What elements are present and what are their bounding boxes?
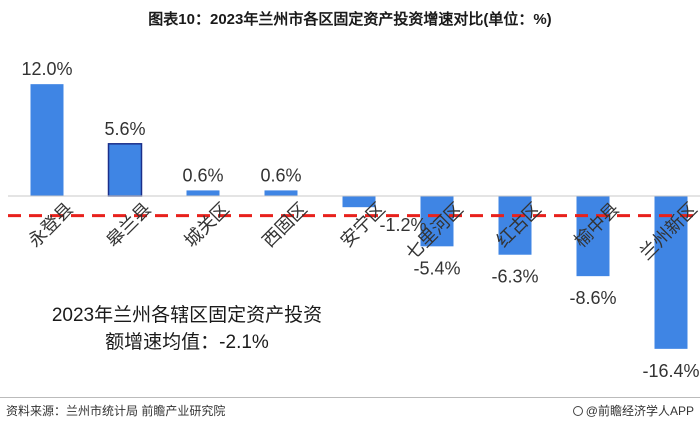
bar-6 [420, 196, 454, 247]
brand-logo-icon [572, 406, 583, 416]
brand-text: @前瞻经济学人APP [585, 404, 694, 418]
footer-divider [0, 397, 700, 398]
value-label-7: -6.3% [491, 267, 538, 287]
category-label-1: 永登县 [25, 199, 78, 252]
annotation-line-1: 2023年兰州各辖区固定资产投资 [51, 305, 323, 326]
value-label-2: 5.6% [104, 119, 145, 139]
average-annotation: 2023年兰州各辖区固定资产投资 额增速均值：-2.1% [22, 302, 352, 356]
category-label-4: 西固区 [259, 199, 312, 252]
bar-group [30, 84, 688, 349]
value-label-1: 12.0% [21, 59, 72, 79]
bar-1 [30, 84, 64, 196]
value-label-3: 0.6% [182, 165, 223, 185]
chart-title: 图表10：2023年兰州市各区固定资产投资增速对比(单位：%) [148, 11, 552, 28]
bar-5 [342, 196, 376, 208]
value-label-5: -1.2% [380, 215, 427, 235]
value-label-6: -5.4% [413, 258, 460, 278]
bar-8 [576, 196, 610, 277]
value-label-4: 0.6% [260, 165, 301, 185]
bar-4 [264, 190, 298, 196]
brand-credit: @前瞻经济学人APP [572, 402, 694, 419]
value-label-9: -16.4% [642, 361, 699, 381]
category-label-2: 皋兰县 [103, 199, 156, 252]
bar-9 [654, 196, 688, 349]
bar-7 [498, 196, 532, 255]
value-label-8: -8.6% [569, 288, 616, 308]
source-note: 资料来源：兰州市统计局 前瞻产业研究院 [6, 404, 226, 418]
bar-2 [107, 143, 143, 197]
category-label-3: 城关区 [181, 199, 234, 252]
value-label-group: 12.0% 5.6% 0.6% 0.6% -1.2% -5.4% -6.3% -8.6% -16… [21, 59, 699, 381]
bar-3 [186, 190, 220, 196]
annotation-line-2: 额增速均值：-2.1% [105, 332, 269, 353]
